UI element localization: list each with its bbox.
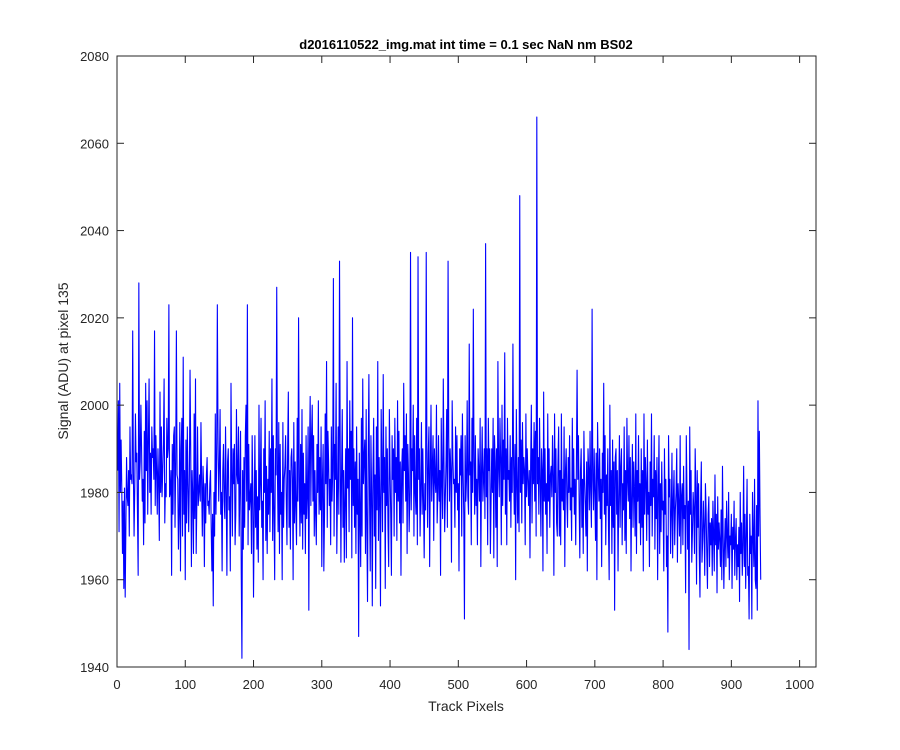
x-tick-label: 500 [447, 677, 469, 692]
x-tick-label: 700 [584, 677, 606, 692]
x-tick-label: 600 [516, 677, 538, 692]
tick-layer: 0 100 200 300 400 500 600 700 800 900 1000 1940 1960… [80, 49, 816, 692]
axes-box [116, 55, 817, 668]
y-tick-label: 1980 [80, 485, 109, 500]
y-tick-label: 2000 [80, 398, 109, 413]
x-tick-label: 200 [243, 677, 265, 692]
x-tick-label: 1000 [785, 677, 814, 692]
y-tick-label: 1960 [80, 573, 109, 588]
plot-area [117, 56, 816, 667]
x-tick-label: 0 [113, 677, 120, 692]
x-tick-label: 100 [174, 677, 196, 692]
x-tick-label: 800 [652, 677, 674, 692]
x-tick-label: 300 [311, 677, 333, 692]
x-axis-label: Track Pixels [428, 698, 504, 714]
y-tick-label: 1940 [80, 660, 109, 675]
chart-title: d2016110522_img.mat int time = 0.1 sec N… [299, 37, 632, 52]
series-line [117, 116, 762, 659]
series-layer [117, 116, 762, 659]
x-tick-label: 400 [379, 677, 401, 692]
y-tick-label: 2020 [80, 311, 109, 326]
y-axis-label: Signal (ADU) at pixel 135 [55, 282, 71, 439]
y-tick-label: 2040 [80, 224, 109, 239]
x-tick-label: 900 [721, 677, 743, 692]
y-tick-label: 2060 [80, 136, 109, 151]
y-tick-label: 2080 [80, 49, 109, 64]
